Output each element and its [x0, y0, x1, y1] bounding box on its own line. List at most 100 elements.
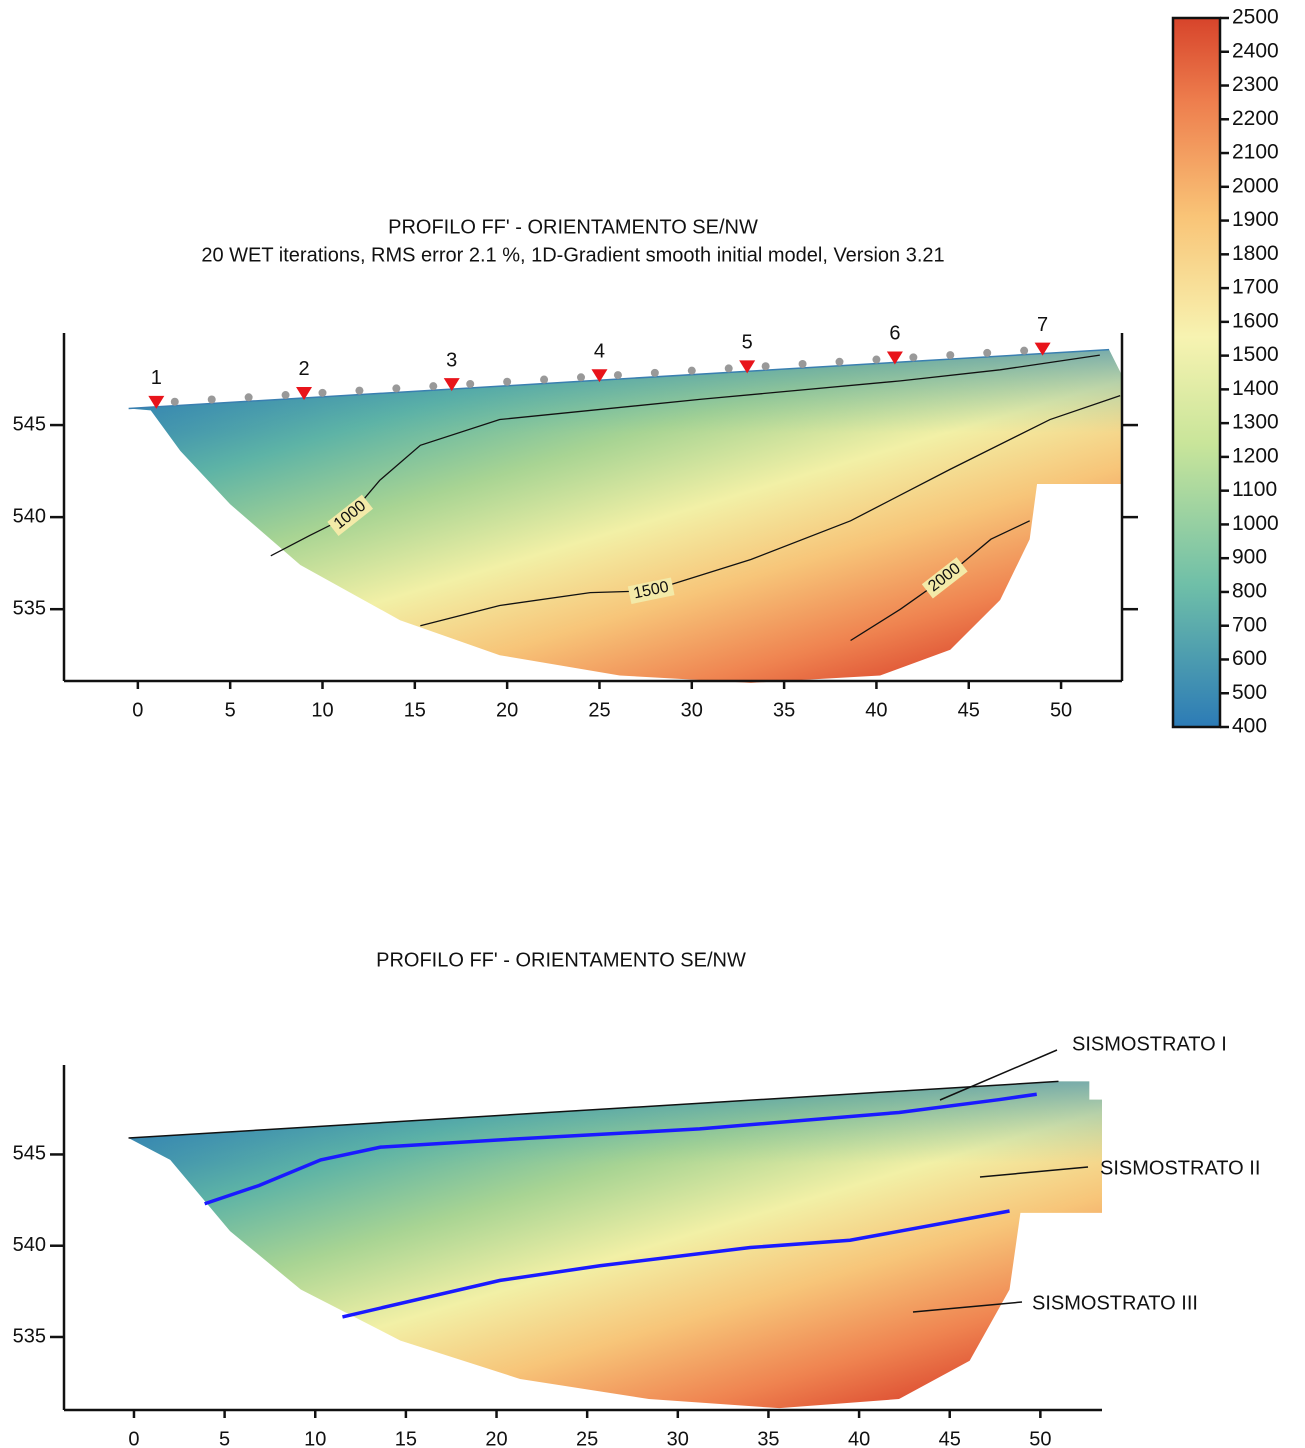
- colorbar-tick-label: 2200: [1232, 107, 1279, 130]
- velocity-model-shallow: [128, 349, 1123, 683]
- colorbar-tick-label: 500: [1232, 681, 1267, 704]
- colorbar-tick-label: 1100: [1232, 478, 1277, 501]
- geophone: [466, 379, 475, 388]
- shot-label: 4: [594, 340, 605, 362]
- contour-line: [420, 394, 1121, 627]
- shot-label: 2: [298, 358, 309, 380]
- colorbar-tick-label: 600: [1232, 647, 1267, 670]
- geophone: [613, 371, 622, 380]
- x-tick-label: 45: [958, 699, 980, 721]
- colorbar-tick-label: 2400: [1232, 39, 1279, 62]
- layer-boundary: [204, 1092, 1037, 1206]
- geophone: [503, 377, 512, 386]
- shot-marker: [1034, 342, 1051, 356]
- shot-label: 6: [889, 323, 900, 345]
- chart-title: PROFILO FF' - ORIENTAMENTO SE/NW: [388, 216, 758, 238]
- x-tick-label: 20: [496, 699, 518, 721]
- geophone: [355, 386, 364, 395]
- colorbar-tick-label: 1200: [1232, 444, 1279, 467]
- contour-label: 1500: [632, 579, 670, 603]
- colorbar-tick-label: 900: [1232, 546, 1267, 569]
- y-tick-label: 535: [13, 597, 46, 619]
- geophone: [798, 359, 807, 368]
- annotation-leader: [979, 1166, 1089, 1178]
- x-tick-label: 10: [311, 699, 333, 721]
- shot-marker: [739, 360, 756, 374]
- geophone: [835, 357, 844, 366]
- chart-title: PROFILO FF' - ORIENTAMENTO SE/NW: [376, 949, 746, 971]
- colorbar-tick-label: 1700: [1232, 276, 1279, 299]
- x-tick-label: 20: [485, 1428, 507, 1448]
- geophone: [1020, 346, 1029, 355]
- chart-subtitle: 20 WET iterations, RMS error 2.1 %, 1D-G…: [201, 244, 944, 266]
- x-tick-label: 5: [219, 1428, 230, 1448]
- x-tick-label: 10: [304, 1428, 326, 1448]
- x-tick-label: 35: [773, 699, 795, 721]
- geophone: [983, 348, 992, 357]
- colorbar-tick-label: 700: [1232, 613, 1267, 636]
- shot-marker: [296, 386, 313, 400]
- geophone: [540, 375, 549, 384]
- geophone: [392, 384, 401, 393]
- x-tick-label: 45: [939, 1428, 961, 1448]
- geophone: [576, 373, 585, 382]
- geophone: [687, 366, 696, 375]
- geophone: [244, 393, 253, 402]
- geophone: [761, 362, 770, 371]
- x-tick-label: 15: [404, 699, 426, 721]
- colorbar-tick-label: 1800: [1232, 242, 1279, 265]
- x-tick-label: 35: [757, 1428, 779, 1448]
- x-tick-label: 50: [1029, 1428, 1051, 1448]
- colorbar-tick-label: 1900: [1232, 208, 1279, 231]
- colorbar-tick-label: 2000: [1232, 174, 1279, 197]
- x-tick-label: 30: [667, 1428, 689, 1448]
- shot-label: 1: [151, 367, 162, 389]
- annotation-leader: [939, 1049, 1058, 1101]
- contour-label-bg: [921, 557, 968, 599]
- shot-label: 3: [446, 349, 457, 371]
- x-tick-label: 15: [395, 1428, 417, 1448]
- layer-boundary: [342, 1209, 1010, 1319]
- x-tick-label: 0: [132, 699, 143, 721]
- annotation: SISMOSTRATO II: [1100, 1157, 1260, 1179]
- colorbar-tick-label: 1600: [1232, 309, 1279, 332]
- contour-label-bg: [627, 577, 675, 605]
- x-tick-label: 40: [865, 699, 887, 721]
- y-tick-label: 545: [13, 1143, 46, 1165]
- geophone: [318, 388, 327, 397]
- colorbar-tick-label: 1000: [1232, 512, 1279, 535]
- colorbar-tick-label: 400: [1232, 715, 1267, 738]
- shot-marker: [886, 351, 903, 365]
- colorbar-tick-label: 1300: [1232, 411, 1279, 434]
- x-tick-label: 25: [576, 1428, 598, 1448]
- geophone: [946, 351, 955, 360]
- shot-marker: [591, 369, 608, 383]
- colorbar-tick-label: 1400: [1232, 377, 1279, 400]
- geophone: [429, 382, 438, 391]
- geophone: [281, 391, 290, 400]
- geophone: [650, 368, 659, 377]
- x-tick-label: 40: [848, 1428, 870, 1448]
- colorbar-tick-label: 2100: [1232, 141, 1279, 164]
- contour-label-bg: [327, 494, 374, 536]
- colorbar-tick-label: 800: [1232, 579, 1267, 602]
- x-tick-label: 50: [1050, 699, 1072, 721]
- shot-marker: [148, 395, 165, 409]
- geophone: [207, 395, 216, 404]
- shot-marker: [443, 378, 460, 392]
- surface-line: [128, 1080, 1059, 1139]
- geophone: [724, 364, 733, 373]
- shot-label: 7: [1037, 314, 1048, 336]
- colorbar-tick-label: 2300: [1232, 73, 1279, 96]
- surface-line: [128, 348, 1110, 410]
- geophone: [909, 353, 918, 362]
- annotation-leader: [912, 1301, 1023, 1313]
- colorbar: [1171, 16, 1222, 729]
- velocity-model-shallow: [128, 1081, 1103, 1409]
- x-tick-label: 5: [225, 699, 236, 721]
- y-tick-label: 540: [13, 505, 46, 527]
- x-tick-label: 30: [681, 699, 703, 721]
- geophone: [170, 397, 179, 406]
